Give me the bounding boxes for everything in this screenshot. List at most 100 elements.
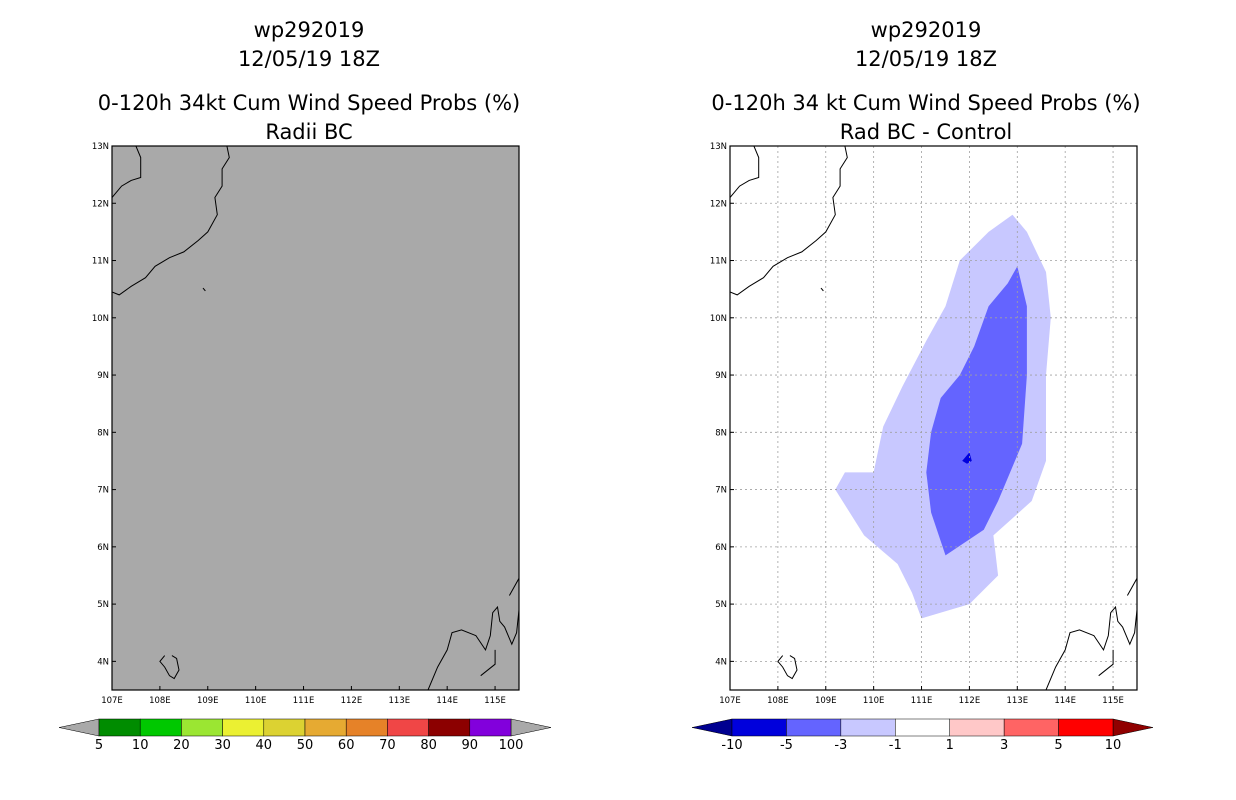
x-tick-label: 112E — [959, 696, 981, 706]
colorbar-label: 3 — [1000, 738, 1008, 753]
x-tick-label: 115E — [484, 696, 506, 706]
x-tick-label: 107E — [719, 696, 741, 706]
x-tick-label: 115E — [1102, 696, 1124, 706]
contour-2 — [962, 452, 972, 464]
coastline-5 — [480, 649, 496, 677]
x-tick-label: 114E — [1054, 696, 1076, 706]
contour-1 — [926, 266, 1027, 556]
y-tick-label: 13N — [92, 142, 109, 152]
left-title-product: 0-120h 34kt Cum Wind Speed Probs (%) — [98, 91, 520, 115]
colorbar-swatch — [387, 718, 429, 737]
colorbar-swatch — [949, 718, 1005, 737]
right-map-panel: 107E 108E 109E 110E 111E 112E 113E 114E 115E 4N 5N… — [710, 142, 1138, 706]
colorbar-swatch — [345, 718, 388, 737]
colorbar-label: 1 — [946, 738, 954, 753]
map-frame — [729, 145, 1138, 691]
map-background — [112, 146, 519, 690]
y-tick-label: 5N — [715, 600, 727, 610]
colorbar-swatch — [304, 718, 347, 737]
coastline-0 — [730, 146, 760, 198]
y-tick-label: 6N — [715, 543, 727, 553]
colorbar-end-high — [510, 718, 552, 737]
colorbar-swatch — [786, 718, 842, 737]
y-tick-label: 6N — [97, 543, 109, 553]
colorbar-swatch — [139, 718, 182, 737]
left-colorbar: 5 10 20 30 40 50 60 70 80 90 100 — [58, 718, 552, 753]
x-tick-label: 113E — [388, 696, 410, 706]
coastline-5 — [1098, 649, 1114, 677]
colorbar-label: 40 — [256, 738, 273, 753]
left-map-panel: 107E 108E 109E 110E 111E 112E 113E 114E 115E 4N 5N… — [92, 142, 520, 706]
islet — [202, 287, 206, 292]
colorbar-label: -3 — [834, 738, 847, 753]
colorbar-swatch — [222, 718, 265, 737]
colorbar-swatch — [840, 718, 896, 737]
colorbar-end-low — [691, 718, 733, 737]
colorbar-swatch — [1058, 718, 1114, 737]
right-title-subtitle: Rad BC - Control — [840, 120, 1013, 144]
y-tick-label: 4N — [97, 657, 109, 667]
right-title-product: 0-120h 34 kt Cum Wind Speed Probs (%) — [711, 91, 1140, 115]
colorbar-label: 100 — [499, 738, 524, 753]
y-tick-label: 11N — [710, 257, 727, 267]
left-title-storm-id: wp292019 — [254, 18, 365, 42]
right-title-storm-id: wp292019 — [871, 18, 982, 42]
coastline-4 — [508, 577, 519, 596]
x-tick-label: 108E — [149, 696, 171, 706]
colorbar-label: 90 — [462, 738, 479, 753]
colorbar-label: 70 — [379, 738, 396, 753]
colorbar-label: -10 — [721, 738, 742, 753]
colorbar-label: 80 — [420, 738, 437, 753]
colorbar-label: 60 — [338, 738, 355, 753]
islet — [820, 287, 824, 292]
colorbar-end-low — [58, 718, 100, 737]
x-tick-label: 109E — [815, 696, 837, 706]
colorbar-label: 30 — [214, 738, 231, 753]
colorbar-end-high — [1112, 718, 1154, 737]
coastline-4 — [1126, 577, 1137, 596]
colorbar-label: 10 — [132, 738, 149, 753]
colorbar-label: 50 — [297, 738, 314, 753]
colorbar-label: 10 — [1105, 738, 1122, 753]
x-tick-label: 111E — [911, 696, 933, 706]
left-title-date: 12/05/19 18Z — [238, 47, 380, 71]
colorbar-swatch — [263, 718, 306, 737]
coastline-1 — [112, 146, 230, 296]
y-tick-label: 8N — [97, 428, 109, 438]
y-tick-label: 9N — [97, 371, 109, 381]
y-tick-label: 5N — [97, 600, 109, 610]
x-tick-label: 107E — [101, 696, 123, 706]
y-tick-label: 8N — [715, 428, 727, 438]
y-tick-label: 10N — [92, 314, 109, 324]
map-frame — [111, 145, 520, 691]
coastline-3 — [1045, 605, 1137, 690]
y-tick-label: 12N — [92, 199, 109, 209]
coastline-0 — [112, 146, 142, 198]
coastline-2 — [777, 655, 798, 680]
y-tick-label: 11N — [92, 257, 109, 267]
colorbar-label: 5 — [95, 738, 103, 753]
y-tick-label: 12N — [710, 199, 727, 209]
colorbar-swatch — [469, 718, 512, 737]
colorbar-swatch — [428, 718, 471, 737]
colorbar-swatch — [731, 718, 787, 737]
coastline-2 — [159, 655, 180, 680]
x-tick-label: 113E — [1006, 696, 1028, 706]
colorbar-swatch — [181, 718, 223, 737]
coastline-1 — [730, 146, 848, 296]
y-tick-label: 10N — [710, 314, 727, 324]
x-tick-label: 110E — [863, 696, 885, 706]
colorbar-swatch — [1003, 718, 1059, 737]
x-tick-label: 111E — [293, 696, 315, 706]
colorbar-label: -1 — [889, 738, 902, 753]
x-tick-label: 109E — [197, 696, 219, 706]
right-title-date: 12/05/19 18Z — [855, 47, 997, 71]
colorbar-swatch — [895, 718, 950, 737]
coastline-3 — [427, 605, 519, 690]
y-tick-label: 7N — [715, 486, 727, 496]
right-colorbar: -10 -5 -3 -1 1 3 5 10 — [691, 718, 1154, 753]
colorbar-swatch — [98, 718, 141, 737]
y-tick-label: 7N — [97, 486, 109, 496]
x-tick-label: 110E — [245, 696, 267, 706]
